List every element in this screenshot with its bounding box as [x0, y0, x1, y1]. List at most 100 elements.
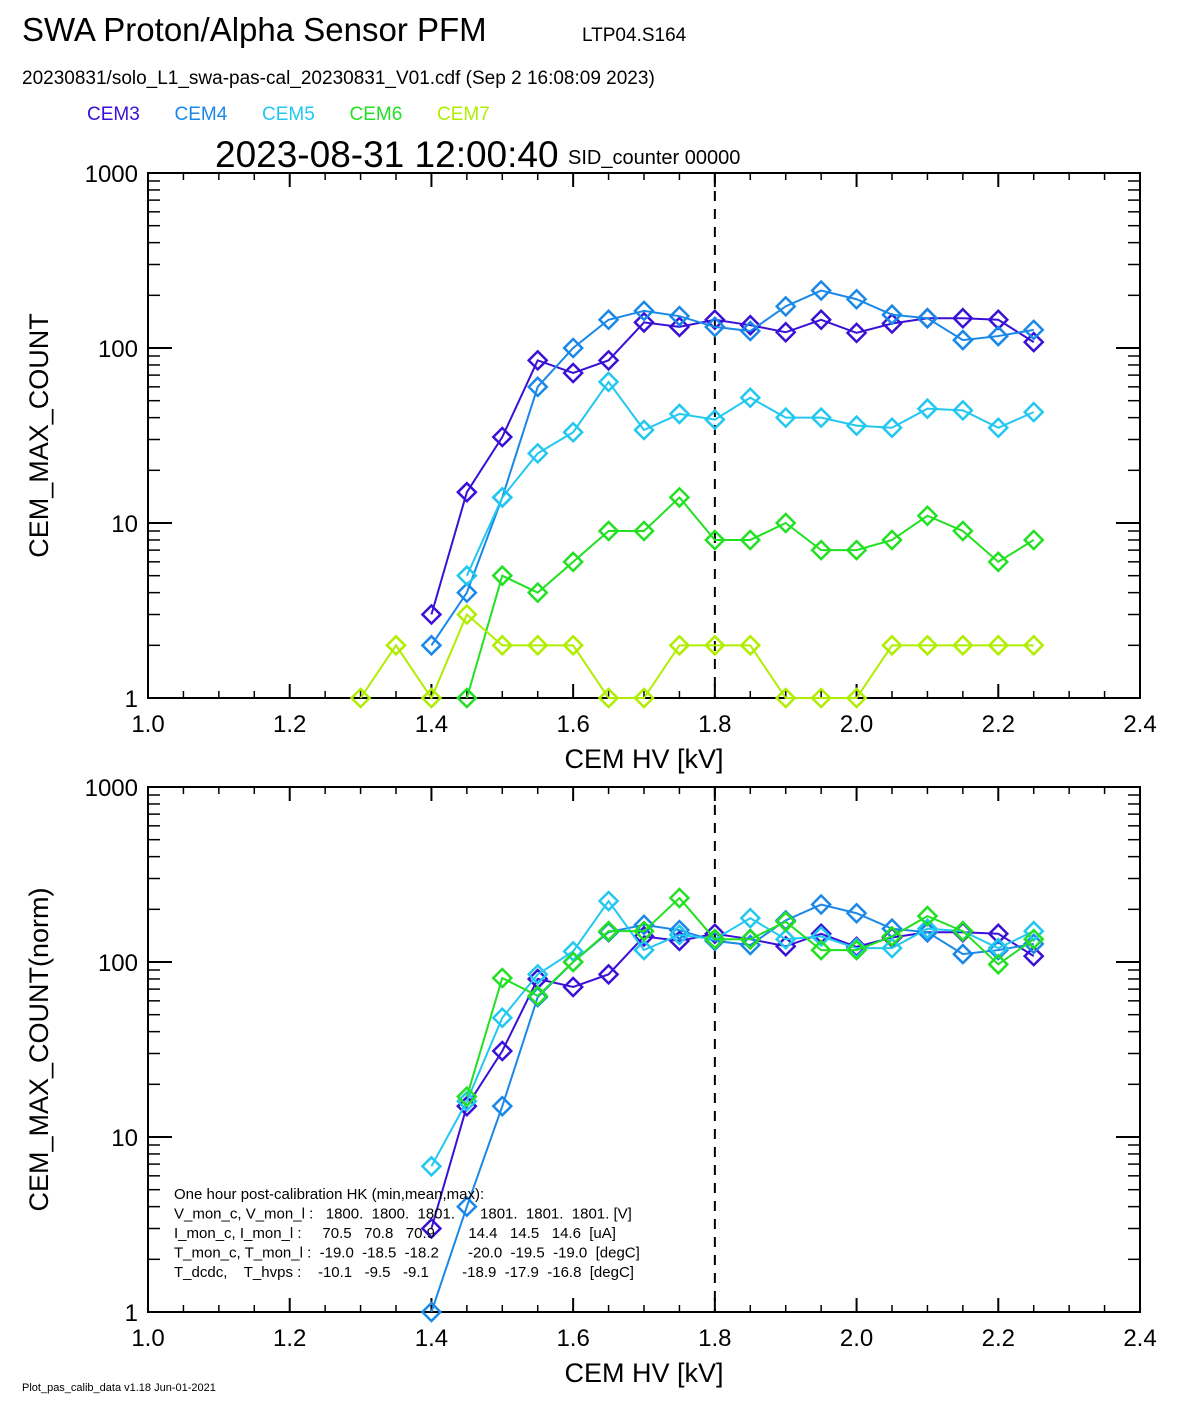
data-point: [526, 349, 549, 372]
data-point: [633, 520, 655, 542]
data-point: [845, 902, 868, 924]
data-point: [526, 963, 549, 986]
data-point: [845, 937, 868, 959]
data-point: [420, 603, 443, 626]
data-point: [1022, 401, 1045, 423]
data-point: [704, 316, 726, 338]
panel: 1.0 1.2 1.4 1.6 1.8 2.0 2.2 2.4 1 10 100 1000 CEM HV…: [24, 775, 1157, 1388]
data-point: [704, 408, 726, 431]
data-point: [597, 349, 620, 372]
data-point: [597, 371, 620, 393]
data-point: [526, 581, 549, 604]
data-point: [987, 551, 1010, 573]
annotation: I_mon_c, I_mon_l : 70.5 70.8 70.9 14.4 1…: [174, 1225, 616, 1242]
data-point: [952, 399, 974, 422]
data-point: [704, 308, 726, 331]
data-point: [774, 406, 797, 429]
y-tick-label: 1: [125, 686, 138, 713]
data-point: [668, 486, 691, 509]
y-axis-title: CEM_MAX_COUNT(norm): [24, 887, 54, 1211]
data-point: [774, 321, 797, 344]
data-point: [491, 564, 514, 587]
series-layer: [420, 887, 1045, 1323]
data-point: [952, 307, 974, 329]
data-point: [987, 634, 1010, 657]
data-point: [881, 925, 903, 948]
data-point: [916, 634, 939, 657]
data-point: [987, 953, 1010, 976]
annotation: One hour post-calibration HK (min,mean,m…: [174, 1186, 484, 1203]
data-point: [1022, 945, 1045, 967]
data-point: [952, 634, 974, 657]
data-point: [739, 634, 762, 657]
data-point: [952, 943, 974, 965]
data-point: [597, 963, 620, 986]
series-line: [359, 612, 1034, 701]
x-tick-label: 2.4: [1123, 1325, 1156, 1352]
data-point: [385, 634, 407, 657]
data-point: [562, 634, 584, 657]
data-point: [952, 520, 974, 542]
data-point: [810, 893, 832, 916]
data-point: [491, 486, 514, 509]
data-point: [704, 529, 726, 551]
data-point: [491, 1007, 514, 1029]
legend-entry: CEM3: [87, 104, 140, 125]
x-tick-label: 1.8: [698, 1325, 731, 1352]
series-line: [465, 495, 1035, 699]
data-point: [668, 403, 691, 425]
timestamp: 2023-08-31 12:00:40: [215, 134, 559, 175]
data-point: [1022, 928, 1045, 950]
data-point: [810, 539, 832, 561]
x-tick-label: 1.6: [556, 711, 589, 738]
data-point: [1022, 634, 1045, 657]
data-point: [987, 417, 1010, 439]
data-point: [739, 529, 762, 551]
data-point: [739, 314, 762, 336]
data-point: [952, 920, 974, 942]
data-point: [420, 687, 443, 709]
data-point: [704, 928, 726, 950]
data-point: [916, 905, 939, 927]
series-line: [430, 899, 1035, 1167]
legend-entry: CEM4: [175, 104, 228, 125]
data-point: [810, 939, 832, 961]
data-point: [916, 307, 939, 329]
data-point: [845, 687, 868, 709]
data-point: [668, 887, 691, 909]
y-tick-label: 1000: [85, 161, 138, 188]
data-point: [456, 581, 478, 604]
legend-entry: CEM5: [262, 104, 315, 125]
data-point: [774, 910, 797, 933]
data-point: [668, 919, 691, 941]
series-line: [465, 896, 1035, 1097]
data-point: [774, 687, 797, 709]
counter: SID_counter 00000: [568, 147, 740, 169]
data-point: [845, 322, 868, 344]
data-point: [881, 937, 903, 959]
x-tick-label: 2.2: [982, 1325, 1015, 1352]
y-tick-label: 100: [98, 950, 138, 977]
data-point: [597, 520, 620, 542]
data-point: [952, 329, 974, 351]
data-point: [774, 512, 797, 534]
x-axis-title: CEM HV [kV]: [564, 744, 723, 774]
data-point: [987, 325, 1010, 347]
data-point: [810, 406, 832, 429]
y-tick-label: 10: [111, 1125, 138, 1152]
x-tick-label: 1.2: [273, 711, 306, 738]
title: SWA Proton/Alpha Sensor PFM: [22, 11, 487, 48]
data-point: [633, 300, 655, 322]
data-point: [810, 279, 832, 302]
data-point: [845, 939, 868, 961]
y-tick-label: 1: [125, 1300, 138, 1327]
data-point: [562, 362, 584, 384]
tag: LTP04.S164: [582, 25, 687, 46]
annotation: V_mon_c, V_mon_l : 1800. 1800. 1801. 180…: [174, 1206, 632, 1223]
x-tick-label: 1.2: [273, 1325, 306, 1352]
data-point: [456, 603, 478, 626]
legend-entry: CEM7: [437, 104, 490, 125]
data-point: [526, 634, 549, 657]
data-point: [916, 397, 939, 420]
data-point: [562, 940, 584, 963]
